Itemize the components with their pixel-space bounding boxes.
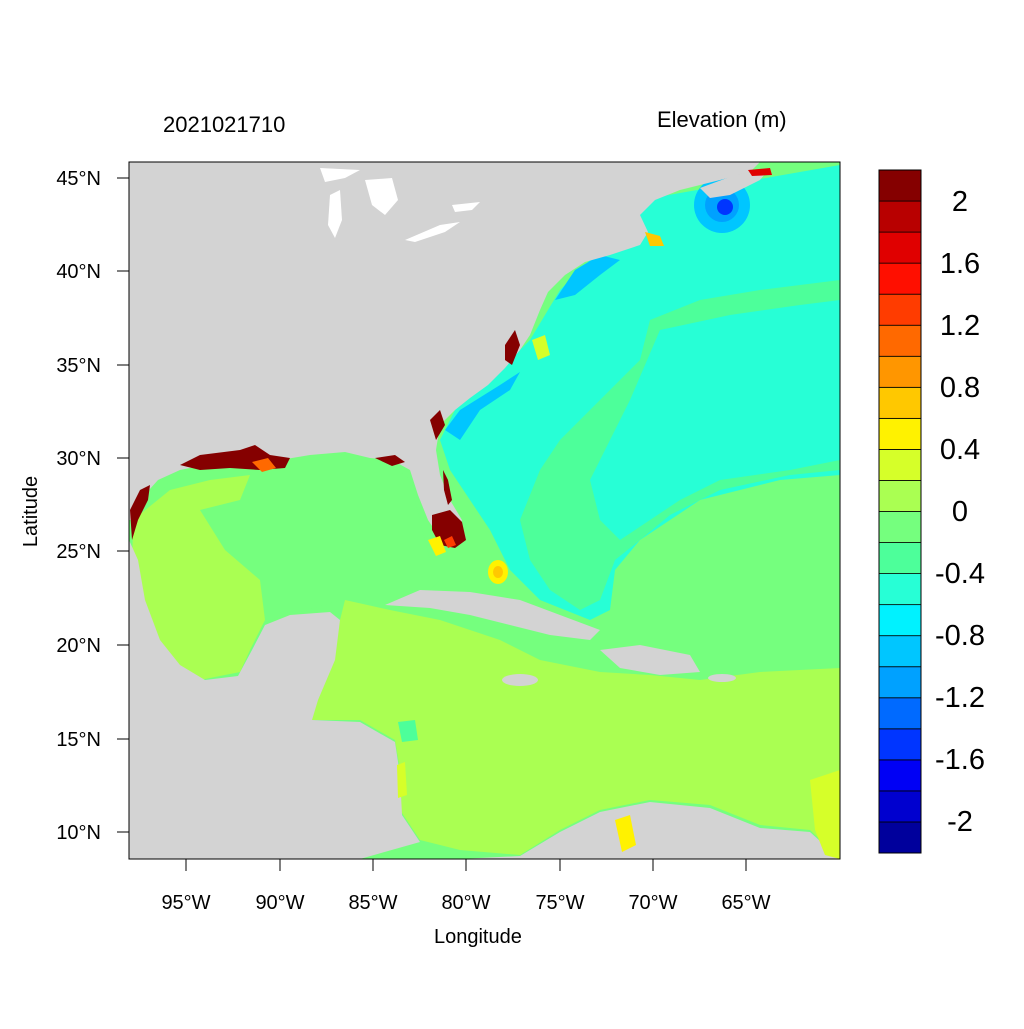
florida-surge-tip	[444, 536, 456, 548]
east-caribbean-high	[810, 770, 840, 859]
colorbar-label: -1.6	[935, 744, 985, 776]
colorbar-swatch	[878, 604, 922, 637]
x-tick-label: 75°W	[535, 892, 584, 914]
map-frame	[128, 161, 841, 860]
y-tick-label: 45°N	[56, 168, 101, 190]
maracaibo-high	[615, 815, 636, 852]
colorbar-swatch	[878, 821, 922, 854]
colorbar-swatch	[878, 697, 922, 730]
x-tick-label: 80°W	[441, 892, 490, 914]
land-south-america	[460, 802, 840, 859]
colorbar-swatch	[878, 355, 922, 388]
colorbar-swatch	[878, 790, 922, 823]
land-north-america	[129, 162, 760, 540]
texas-surge	[130, 485, 150, 540]
chesapeake-high	[532, 335, 550, 360]
colorbar-swatch	[878, 449, 922, 481]
louisiana-high	[252, 458, 276, 472]
florida-coast-surge	[443, 470, 452, 505]
colorbar-swatch	[878, 324, 922, 357]
central-america-highs	[397, 762, 407, 798]
x-tick-label: 90°W	[255, 892, 304, 914]
colorbar-swatch	[878, 262, 922, 295]
colorbar-swatch	[878, 200, 922, 233]
colorbar-swatch	[878, 386, 922, 419]
georgia-surge	[430, 410, 445, 440]
colorbar: 2 1.6 1.2 0.8 0.4 0 -0.4 -0.8 -1.2 -1.6 -2	[878, 169, 985, 854]
y-tick-label: 40°N	[56, 261, 101, 283]
colorbar-swatch	[878, 293, 922, 326]
colorbar-frame	[878, 169, 922, 854]
lake-superior	[320, 168, 360, 182]
colorbar-label: 1.2	[940, 310, 980, 342]
colorbar-swatch	[878, 759, 922, 792]
colorbar-swatch	[878, 573, 922, 606]
colorbar-swatch	[878, 728, 922, 761]
honduras-shelf	[398, 720, 418, 742]
florida-bay-high	[428, 536, 446, 556]
variable-title: Elevation (m)	[657, 107, 787, 132]
land-hispaniola	[600, 645, 700, 675]
shelf-blue	[445, 372, 520, 440]
colorbar-label: -0.4	[935, 558, 985, 590]
y-axis-label: Latitude	[20, 475, 43, 548]
x-tick-label: 85°W	[348, 892, 397, 914]
date-title: 2021021710	[163, 112, 286, 137]
colorbar-swatch	[878, 511, 922, 543]
cape-cod-high	[645, 232, 664, 246]
colorbar-swatch	[878, 635, 922, 668]
colorbar-label: -2	[947, 806, 973, 838]
x-axis-ticks: 95°W 90°W 85°W 80°W 75°W 70°W 65°W	[161, 859, 771, 914]
colorbar-swatch	[878, 480, 922, 512]
colorbar-label: 0	[952, 496, 968, 528]
atlantic-cyan-inner	[590, 300, 840, 540]
y-tick-label: 15°N	[56, 729, 101, 751]
x-tick-label: 70°W	[628, 892, 677, 914]
lake-ontario	[452, 202, 480, 212]
colorbar-label: -0.8	[935, 620, 985, 652]
colorbar-swatch	[878, 417, 922, 450]
y-tick-label: 35°N	[56, 355, 101, 377]
colorbar-label: 0.4	[940, 434, 980, 466]
shelf-blue-north	[555, 255, 620, 300]
colorbar-swatch	[878, 666, 922, 699]
big-bend-surge	[375, 455, 405, 466]
map-plot-area	[129, 162, 840, 859]
colorbar-label: -1.2	[935, 682, 985, 714]
bahamas-core	[493, 566, 503, 578]
x-axis-label: Longitude	[434, 926, 522, 948]
lake-erie	[405, 222, 460, 242]
colorbar-swatch	[878, 231, 922, 264]
nova-scotia-surge	[748, 168, 772, 176]
colorbar-label: 0.8	[940, 372, 980, 404]
land-jamaica	[502, 674, 538, 686]
gulf-maine-low-core	[717, 199, 733, 215]
colorbar-label: 2	[952, 186, 968, 218]
gulf-west-shelf	[132, 475, 265, 680]
x-tick-label: 95°W	[161, 892, 210, 914]
land-mexico	[129, 540, 420, 859]
y-tick-label: 10°N	[56, 822, 101, 844]
land-puerto-rico	[708, 674, 736, 682]
lake-huron	[365, 178, 398, 215]
y-tick-label: 25°N	[56, 541, 101, 563]
y-tick-label: 30°N	[56, 448, 101, 470]
colorbar-label: 1.6	[940, 248, 980, 280]
lake-michigan	[328, 190, 342, 238]
y-axis-ticks: 45°N 40°N 35°N 30°N 25°N 20°N 15°N 10°N	[56, 168, 129, 844]
caribbean-sea	[310, 600, 840, 859]
colorbar-swatch	[878, 542, 922, 574]
land-cuba	[385, 590, 600, 640]
colorbar-swatch	[878, 169, 922, 202]
carolina-surge	[505, 330, 520, 365]
x-tick-label: 65°W	[721, 892, 770, 914]
y-tick-label: 20°N	[56, 635, 101, 657]
